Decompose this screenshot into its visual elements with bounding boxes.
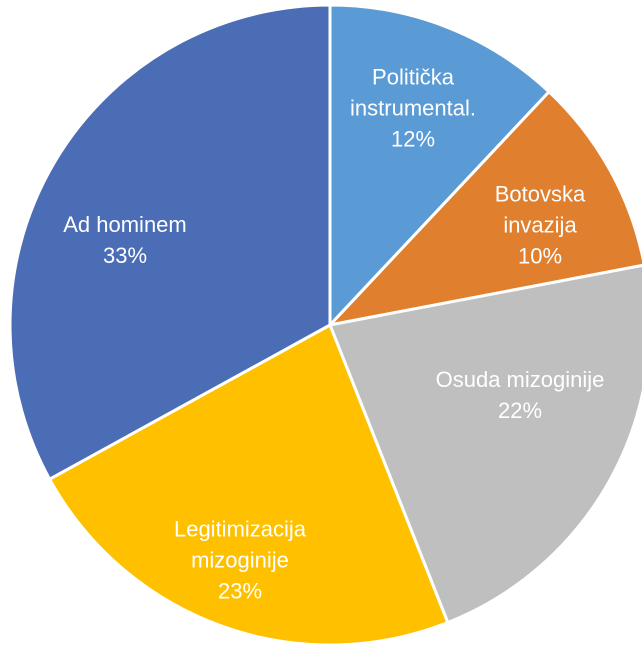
pie-slice [8,3,332,481]
data-label: Osuda mizoginije 22% [395,364,642,426]
value-label: 33% [102,243,148,268]
category-label: Politička instrumental. [350,64,476,121]
pie-slice [328,3,551,327]
value-label: 22% [497,398,543,423]
data-label: Ad hominem 33% [40,209,210,271]
value-label: 23% [217,578,263,604]
pie-slice [328,263,642,625]
category-label: Legitimizacija mizoginije [173,516,307,573]
data-label: Legitimizacija mizoginije 23% [145,514,335,607]
category-label: Osuda mizoginije [435,367,605,392]
value-label: 12% [390,126,436,152]
data-label: Politička instrumental. 12% [333,62,493,155]
category-label: Ad hominem [63,212,187,237]
pie-slice [48,323,450,647]
value-label: 10% [517,243,563,269]
pie-slice [328,90,642,327]
data-label: Botovska invazija 10% [485,179,595,272]
category-label: Botovska invazija [494,181,586,238]
